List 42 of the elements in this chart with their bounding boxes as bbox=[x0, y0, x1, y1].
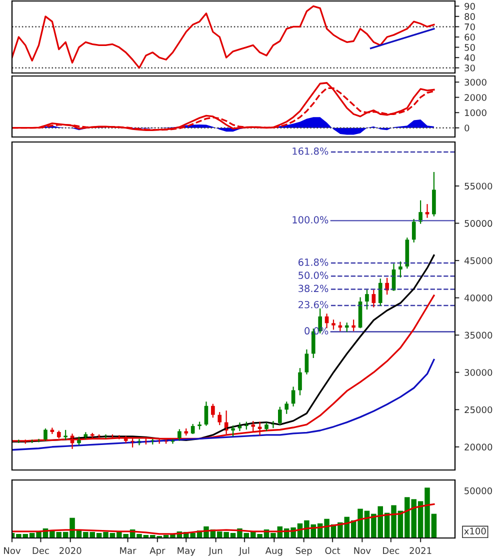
y-tick-label: 50 bbox=[464, 44, 475, 51]
annotation: 23.6% bbox=[298, 300, 328, 308]
y-tick-label: 40000 bbox=[464, 294, 492, 302]
x-tick-label: Jun bbox=[208, 547, 222, 556]
x-tick-label: Nov bbox=[354, 547, 371, 554]
x-tick-label: Dec bbox=[383, 547, 400, 554]
y-tick-label: 25000 bbox=[464, 406, 492, 414]
x-tick-label: Sep bbox=[296, 547, 312, 556]
annotation: 61.8% bbox=[298, 258, 328, 266]
y-tick-label: 50000 bbox=[464, 220, 492, 227]
annotation: 50.0% bbox=[298, 272, 328, 280]
y-tick-label: 20000 bbox=[464, 444, 492, 450]
y-tick-label: 35000 bbox=[464, 332, 492, 339]
x-tick-label: Mar bbox=[120, 547, 136, 554]
x-tick-label: 2021 bbox=[410, 547, 432, 554]
y-tick-label: 60 bbox=[464, 34, 475, 41]
y-tick-label: 40 bbox=[464, 54, 475, 62]
annotation: 100.0% bbox=[292, 216, 328, 224]
y-tick-label: 55000 bbox=[464, 182, 492, 190]
y-tick-label: 0 bbox=[464, 124, 470, 132]
annotation: 38.2% bbox=[298, 284, 328, 292]
y-tick-label: 90 bbox=[464, 2, 475, 10]
y-tick-label: 80 bbox=[464, 13, 475, 20]
text: x100 bbox=[464, 528, 486, 535]
x-tick-label: Nov bbox=[4, 547, 21, 554]
y-tick-label: 45000 bbox=[464, 257, 492, 264]
x-tick-label: Apr bbox=[150, 547, 166, 556]
x-tick-label: 2020 bbox=[60, 547, 82, 554]
y-tick-label: 3000 bbox=[464, 78, 486, 86]
y-tick-label: 30000 bbox=[464, 369, 492, 376]
y-tick-label: 30 bbox=[464, 64, 475, 72]
x-tick-label: Dec bbox=[32, 547, 49, 554]
y-tick-label: 1000 bbox=[465, 109, 486, 116]
line-series bbox=[12, 5, 435, 69]
y-tick-label: 70 bbox=[464, 23, 475, 30]
line-series bbox=[12, 358, 435, 451]
x-tick-label: Oct bbox=[325, 547, 340, 554]
x-tick-label: Aug bbox=[265, 547, 282, 556]
y-tick-label: 2000 bbox=[464, 94, 486, 101]
annotation: 161.8% bbox=[292, 147, 328, 155]
x-tick-label: May bbox=[178, 547, 196, 556]
x-tick-label: Jul bbox=[238, 547, 250, 556]
